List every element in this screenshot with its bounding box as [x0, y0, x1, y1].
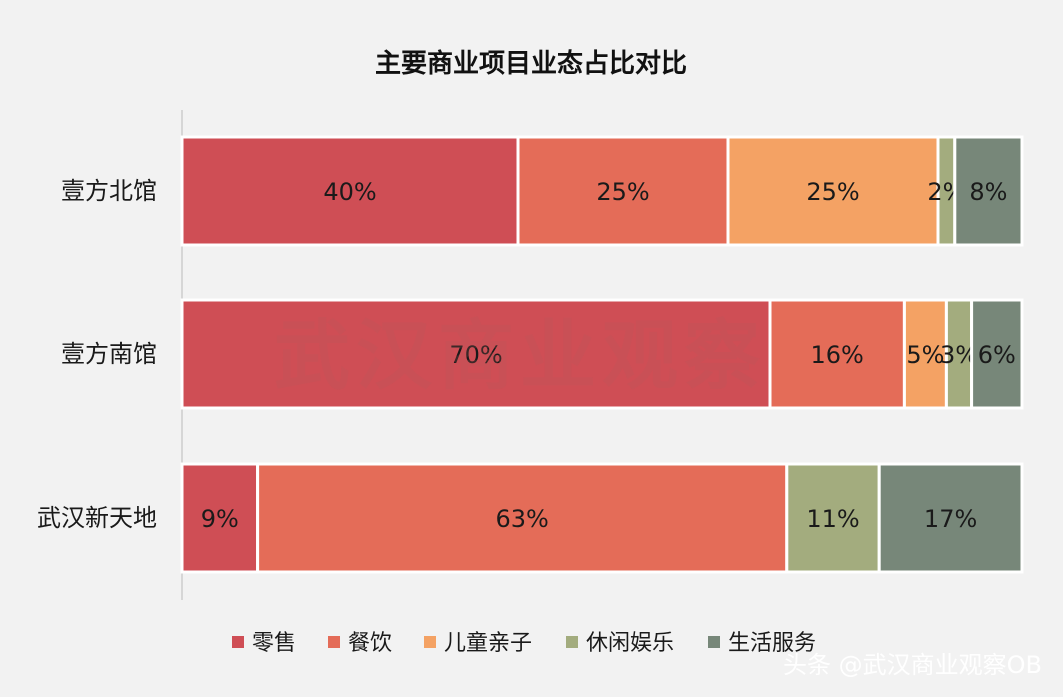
- legend-swatch: [232, 636, 244, 648]
- category-label: 武汉新天地: [37, 504, 157, 532]
- credit-text: 头条 @武汉商业观察OB: [783, 651, 1042, 679]
- legend-label: 儿童亲子: [444, 631, 532, 656]
- bar-segment-休闲娱乐: [785, 462, 881, 574]
- data-label: 16%: [811, 341, 864, 369]
- legend-label: 生活服务: [728, 631, 816, 656]
- data-label: 17%: [924, 505, 977, 533]
- legend: 零售 餐饮 儿童亲子 休闲娱乐 生活服务: [232, 631, 816, 656]
- bar-segment-休闲娱乐: [944, 298, 974, 410]
- data-label: 11%: [806, 505, 859, 533]
- legend-label: 餐饮: [348, 631, 392, 656]
- bar-segment-零售: [180, 462, 260, 574]
- bar-segment-儿童亲子: [726, 135, 940, 247]
- bar-area: 40% 25% 25% 2% 8%70% 16% 5%3% 6%9% 63% 11% 17%: [180, 135, 1024, 574]
- legend-label: 零售: [252, 631, 296, 656]
- legend-swatch: [708, 636, 720, 648]
- data-label: 70%: [449, 341, 502, 369]
- bar-segment-生活服务: [877, 462, 1024, 574]
- watermark-text: 武汉商业观察: [274, 311, 766, 400]
- data-label: 8%: [969, 178, 1007, 206]
- data-label: 25%: [806, 178, 859, 206]
- bar-segment-零售: [180, 298, 772, 410]
- data-label: 25%: [596, 178, 649, 206]
- bar-segment-生活服务: [970, 298, 1024, 410]
- data-label: 63%: [496, 505, 549, 533]
- bar-segment-餐饮: [516, 135, 730, 247]
- category-label: 壹方北馆: [61, 177, 157, 205]
- category-label: 壹方南馆: [61, 340, 157, 368]
- bar-segment-儿童亲子: [902, 298, 948, 410]
- data-label: 5%: [906, 341, 944, 369]
- data-label: 40%: [323, 178, 376, 206]
- data-label: 6%: [978, 341, 1016, 369]
- legend-swatch: [566, 636, 578, 648]
- chart-title: 主要商业项目业态占比对比: [375, 48, 687, 79]
- legend-swatch: [424, 636, 436, 648]
- bar-segment-餐饮: [256, 462, 789, 574]
- legend-swatch: [328, 636, 340, 648]
- data-label: 9%: [201, 505, 239, 533]
- bar-segment-餐饮: [768, 298, 906, 410]
- legend-label: 休闲娱乐: [586, 631, 674, 656]
- bar-segment-生活服务: [953, 135, 1024, 247]
